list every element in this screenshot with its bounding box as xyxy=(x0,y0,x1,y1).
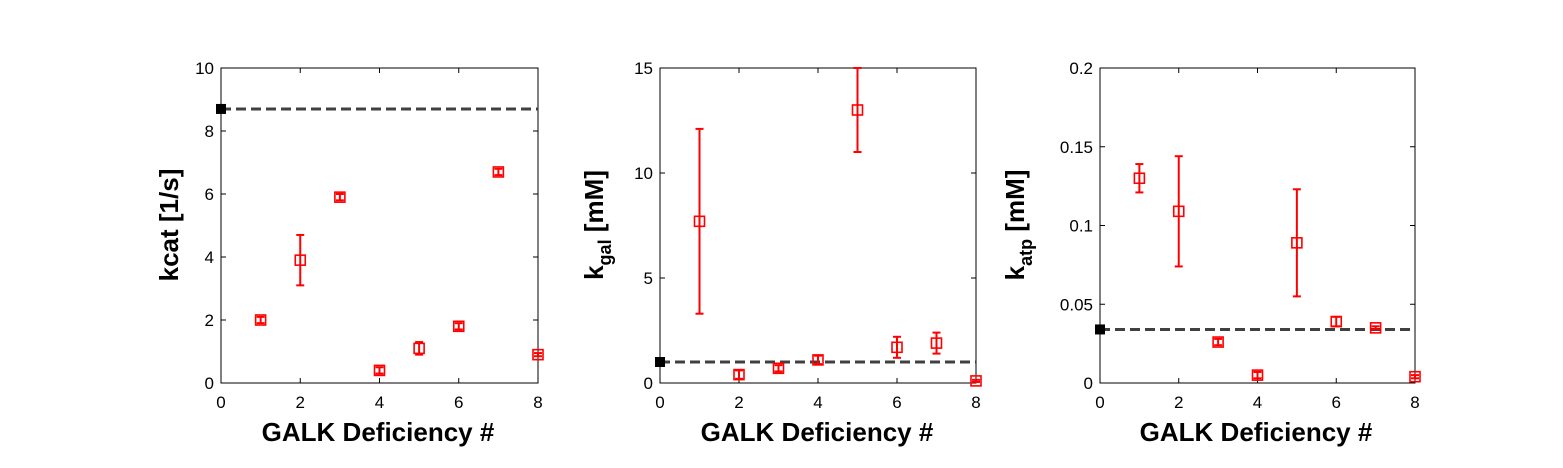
kcat-y-tick-label: 4 xyxy=(205,248,214,267)
katp-x-tick-label: 2 xyxy=(1174,393,1183,412)
kgal-y-tick-label: 0 xyxy=(644,374,653,393)
kgal-data-point xyxy=(891,341,903,354)
kcat-data-point xyxy=(413,342,425,355)
kcat-data-point xyxy=(334,191,346,203)
katp-data-point xyxy=(1330,315,1343,328)
kcat-x-tick-label: 8 xyxy=(533,393,542,412)
kcat-y-tick-label: 2 xyxy=(205,311,214,330)
katp-data-point xyxy=(1291,237,1303,249)
katp-y-tick-label: 0.15 xyxy=(1060,138,1093,157)
katp-x-tick-label: 4 xyxy=(1253,393,1262,412)
katp-data-point xyxy=(1409,370,1421,383)
kcat-data-point xyxy=(254,314,267,326)
kcat-plot-frame xyxy=(220,67,539,384)
katp-y-tick-label: 0.2 xyxy=(1069,59,1093,78)
katp-plot-frame xyxy=(1099,67,1416,384)
kgal-data-point xyxy=(930,337,943,349)
kcat-data-point xyxy=(492,166,505,178)
kcat-x-axis-label: GALK Deficiency # xyxy=(262,417,495,447)
kcat-data-point xyxy=(294,254,307,266)
kcat-panel: kcat [1/s] GALK Deficiency # 0 2 4 6 8 0 2 4 6 8 1… xyxy=(154,59,544,447)
kgal-panel: kgal [mM] GALK Deficiency # 0 2 4 6 8 0 5 10 15 xyxy=(579,59,982,447)
katp-data-point xyxy=(1172,205,1185,218)
katp-data-point xyxy=(1133,172,1146,185)
kcat-y-tick-label: 0 xyxy=(205,374,214,393)
kgal-y-tick-label: 10 xyxy=(634,164,653,183)
kcat-y-tick-label: 10 xyxy=(195,59,214,78)
kcat-x-tick-label: 0 xyxy=(216,393,225,412)
kcat-x-tick-label: 6 xyxy=(454,393,463,412)
katp-x-tick-label: 0 xyxy=(1095,393,1104,412)
kcat-data-point xyxy=(452,320,465,333)
kcat-y-axis-label: kcat [1/s] xyxy=(154,169,184,282)
kgal-data-point xyxy=(772,362,785,375)
katp-x-tick-label: 8 xyxy=(1410,393,1419,412)
kcat-x-tick-label: 4 xyxy=(375,393,384,412)
katp-panel: katp [mM] GALK Deficiency # 0 2 4 6 8 0 0.05 0.… xyxy=(1000,59,1421,447)
katp-y-axis-label: katp [mM] xyxy=(1000,170,1036,281)
kgal-data-point xyxy=(851,104,864,116)
kcat-x-tick-label: 2 xyxy=(296,393,305,412)
kcat-y-tick-label: 8 xyxy=(205,122,214,141)
kgal-x-tick-label: 4 xyxy=(813,393,822,412)
kgal-data-point xyxy=(693,215,706,228)
kgal-x-axis-label: GALK Deficiency # xyxy=(701,417,934,447)
katp-x-tick-label: 6 xyxy=(1332,393,1341,412)
kgal-x-tick-label: 8 xyxy=(971,393,980,412)
kgal-y-tick-label: 15 xyxy=(634,59,653,78)
kgal-data-point xyxy=(733,368,745,381)
kgal-plot-frame xyxy=(659,67,977,384)
katp-x-axis-label: GALK Deficiency # xyxy=(1140,417,1373,447)
katp-y-tick-label: 0.05 xyxy=(1060,295,1093,314)
kgal-x-tick-label: 2 xyxy=(734,393,743,412)
katp-y-tick-label: 0.1 xyxy=(1069,217,1093,236)
kgal-x-tick-label: 6 xyxy=(892,393,901,412)
kcat-reference-marker xyxy=(216,103,226,114)
katp-data-point xyxy=(1212,336,1224,348)
kgal-reference-marker xyxy=(655,357,665,367)
katp-data-point xyxy=(1369,322,1382,334)
katp-data-point xyxy=(1251,369,1264,381)
kgal-data-point xyxy=(812,354,824,366)
kcat-data-point xyxy=(373,364,386,377)
kcat-data-point xyxy=(532,348,544,361)
kgal-data-point xyxy=(970,375,982,387)
katp-reference-marker xyxy=(1095,324,1105,335)
kgal-x-tick-label: 0 xyxy=(655,393,664,412)
kgal-y-axis-label: kgal [mM] xyxy=(579,170,615,280)
kgal-y-tick-label: 5 xyxy=(644,269,653,288)
kcat-y-tick-label: 6 xyxy=(205,185,214,204)
katp-y-tick-label: 0 xyxy=(1084,374,1093,393)
